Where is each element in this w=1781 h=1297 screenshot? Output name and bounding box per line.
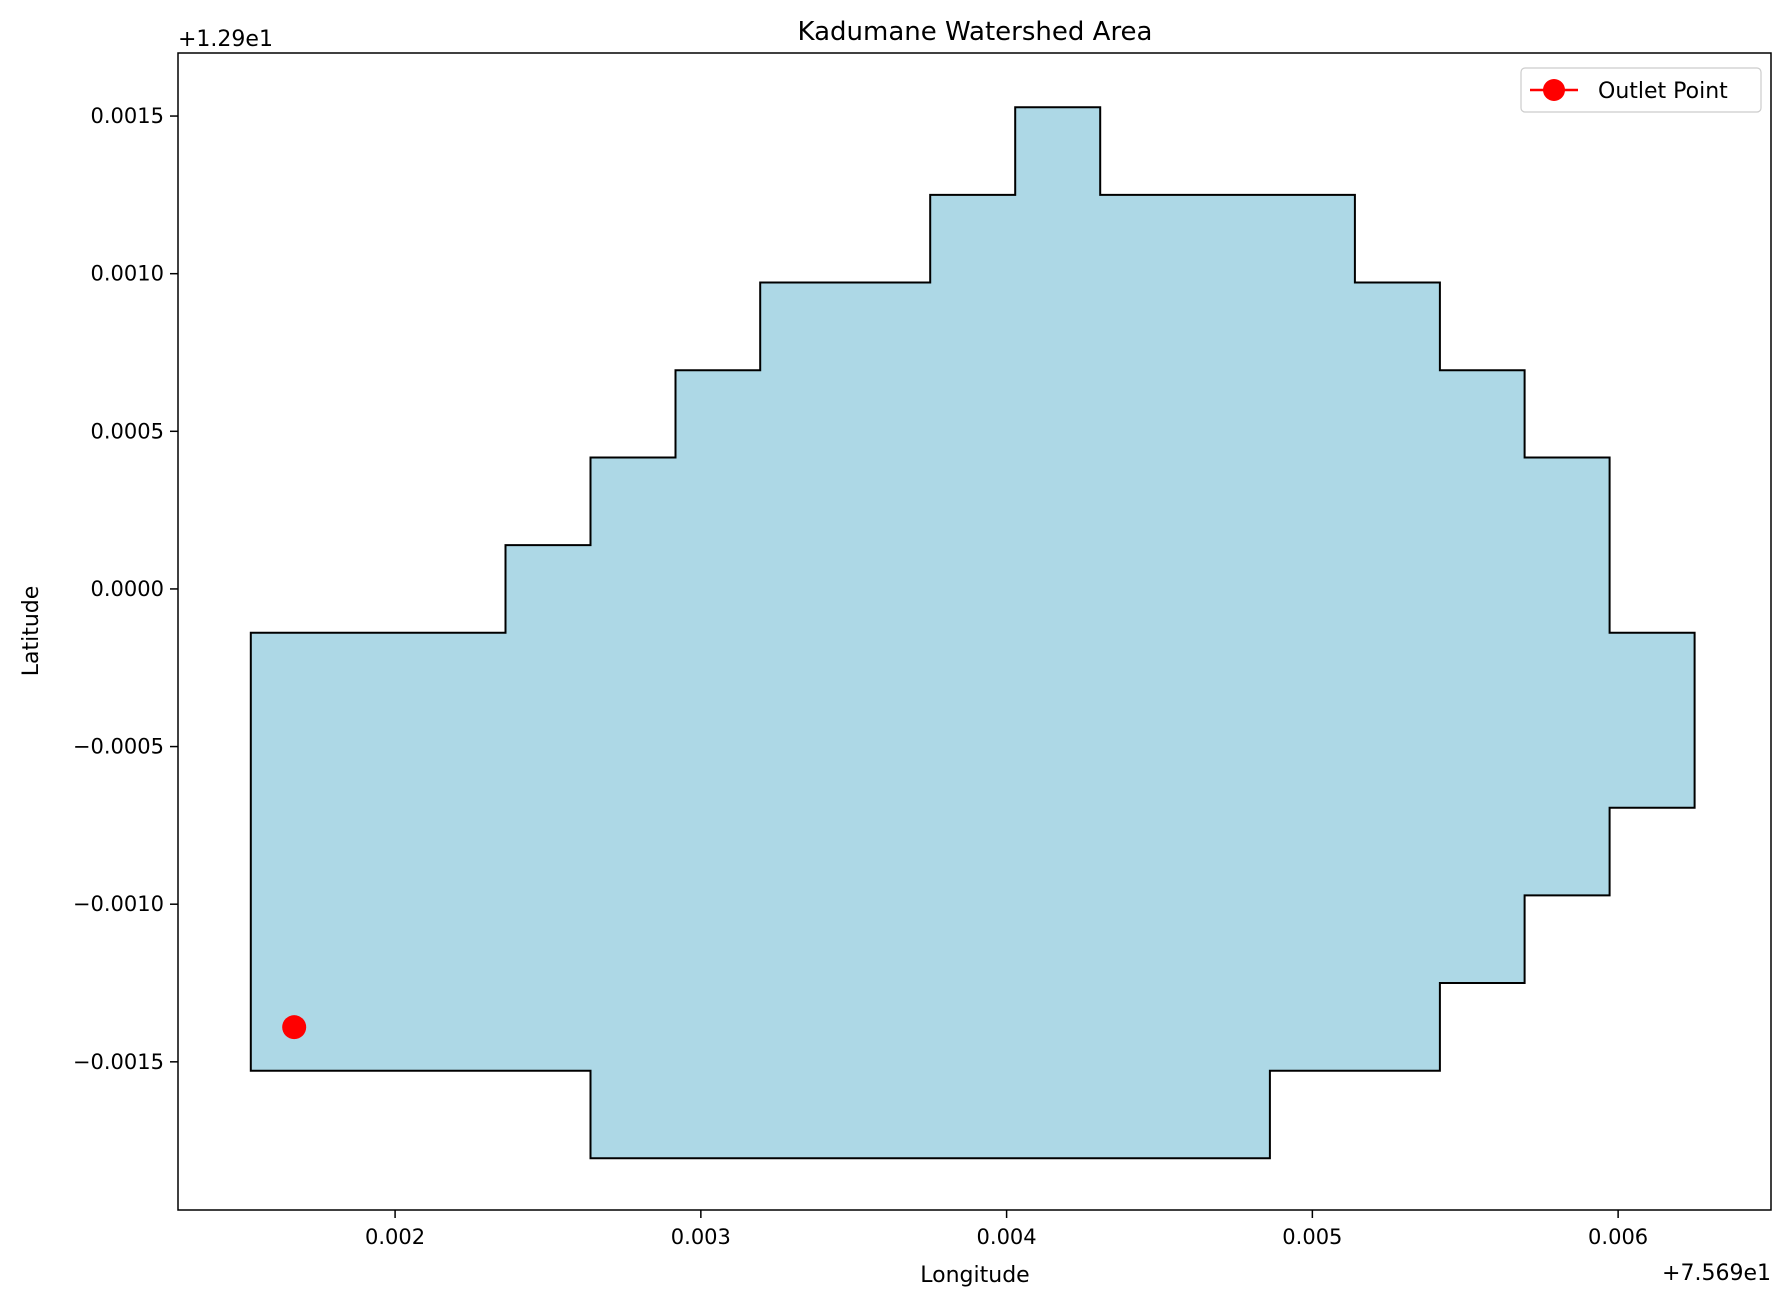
x-tick-label: 0.004 <box>977 1225 1037 1249</box>
chart-title: Kadumane Watershed Area <box>798 17 1153 47</box>
y-axis-label: Latitude <box>19 586 44 677</box>
y-tick-label: 0.0005 <box>91 419 164 443</box>
x-tick-label: 0.002 <box>365 1225 425 1249</box>
y-axis-ticks: 0.0015 0.0010 0.0005 0.0000 −0.0005 −0.0010 −0… <box>73 104 178 1074</box>
axes-frame <box>177 52 1772 1211</box>
y-tick-label: 0.0010 <box>91 262 164 286</box>
y-offset-label: +1.29e1 <box>178 27 273 52</box>
legend-marker <box>1543 79 1565 101</box>
y-tick-label: −0.0010 <box>73 892 164 916</box>
plot-area <box>249 106 1696 1160</box>
legend: Outlet Point <box>1520 67 1762 113</box>
x-tick-label: 0.005 <box>1282 1225 1342 1249</box>
outlet-point-marker <box>282 1015 307 1040</box>
y-tick-label: 0.0015 <box>91 104 164 128</box>
x-tick-label: 0.003 <box>671 1225 731 1249</box>
x-axis-ticks: 0.002 0.003 0.004 0.005 0.006 <box>365 1210 1648 1249</box>
x-axis-label: Longitude <box>920 1263 1029 1288</box>
y-tick-label: 0.0000 <box>91 577 164 601</box>
legend-label-outlet-point: Outlet Point <box>1598 79 1728 104</box>
x-offset-label: +7.569e1 <box>1662 1261 1771 1286</box>
legend-box <box>1520 67 1762 113</box>
y-tick-label: −0.0015 <box>73 1050 164 1074</box>
x-tick-label: 0.006 <box>1588 1225 1648 1249</box>
y-tick-label: −0.0005 <box>73 735 164 759</box>
watershed-polygon <box>249 106 1696 1160</box>
